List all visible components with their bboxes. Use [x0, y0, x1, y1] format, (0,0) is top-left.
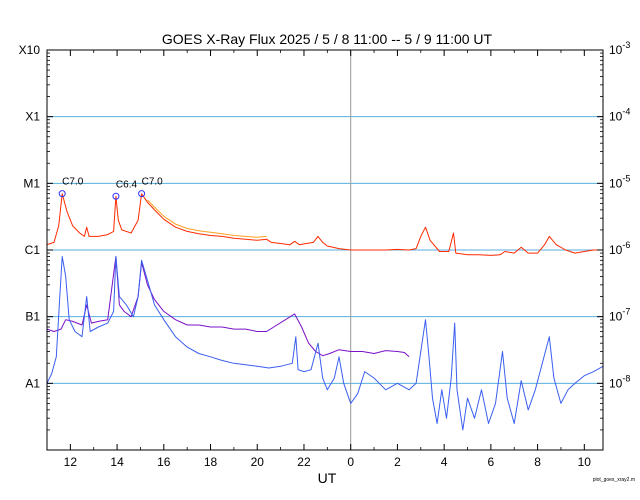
- y-tick-label-right: 10-3: [609, 40, 630, 57]
- x-tick-label: 12: [64, 455, 78, 469]
- x-tick-label: 8: [534, 455, 541, 469]
- y-tick-label-left: M1: [23, 176, 40, 190]
- annotation-layer: C7.0 C6.4 C7.0: [58, 177, 164, 200]
- y-tick-label-right: 10-6: [609, 240, 630, 257]
- y-tick-label-right: 10-5: [609, 173, 630, 190]
- y-tick-label-left: C1: [25, 243, 41, 257]
- x-tick-label: 20: [251, 455, 265, 469]
- x-tick-label: 22: [297, 455, 311, 469]
- footer-filename: plot_goes_xray2.m: [593, 477, 635, 483]
- chart-title: GOES X-Ray Flux 2025 / 5 / 8 11:00 -- 5 …: [162, 31, 493, 47]
- series-line-short-secondary: [47, 256, 410, 358]
- flare-peak-label: C6.4: [116, 179, 138, 190]
- grid-layer: [47, 116, 603, 384]
- series-line-long-primary: [47, 193, 603, 256]
- y-tick-label-left: X10: [19, 43, 41, 57]
- y-tick-label-right: 10-4: [609, 107, 630, 124]
- x-axis-label: UT: [318, 470, 337, 486]
- y-tick-label-left: A1: [25, 376, 40, 390]
- y-tick-label-left: X1: [25, 110, 40, 124]
- x-tick-label: 14: [110, 455, 124, 469]
- x-tick-label: 16: [157, 455, 171, 469]
- series-line-long-secondary: [147, 199, 267, 238]
- x-tick-label: 6: [488, 455, 495, 469]
- x-tick-label: 0: [347, 455, 354, 469]
- y-tick-label-right: 10-8: [609, 373, 630, 390]
- flare-peak-marker: [112, 192, 120, 200]
- flare-peak-marker: [138, 190, 146, 198]
- y-tick-label-right: 10-7: [609, 307, 630, 324]
- y-tick-label-left: B1: [25, 310, 40, 324]
- x-tick-label: 2: [394, 455, 401, 469]
- series-line-short-primary: [47, 256, 603, 431]
- x-tick-label: 10: [578, 455, 592, 469]
- flare-peak-label: C7.0: [142, 177, 164, 188]
- flare-peak-marker: [58, 190, 66, 198]
- x-tick-label: 18: [204, 455, 218, 469]
- flare-peak-label: C7.0: [62, 177, 84, 188]
- axis-layer: X10 X1 M1 C1 B1 A1 10-3 10-4 10-5 10-6 10-7 10-8 12 1…: [19, 40, 631, 469]
- x-tick-label: 4: [441, 455, 448, 469]
- series-layer: [47, 193, 603, 431]
